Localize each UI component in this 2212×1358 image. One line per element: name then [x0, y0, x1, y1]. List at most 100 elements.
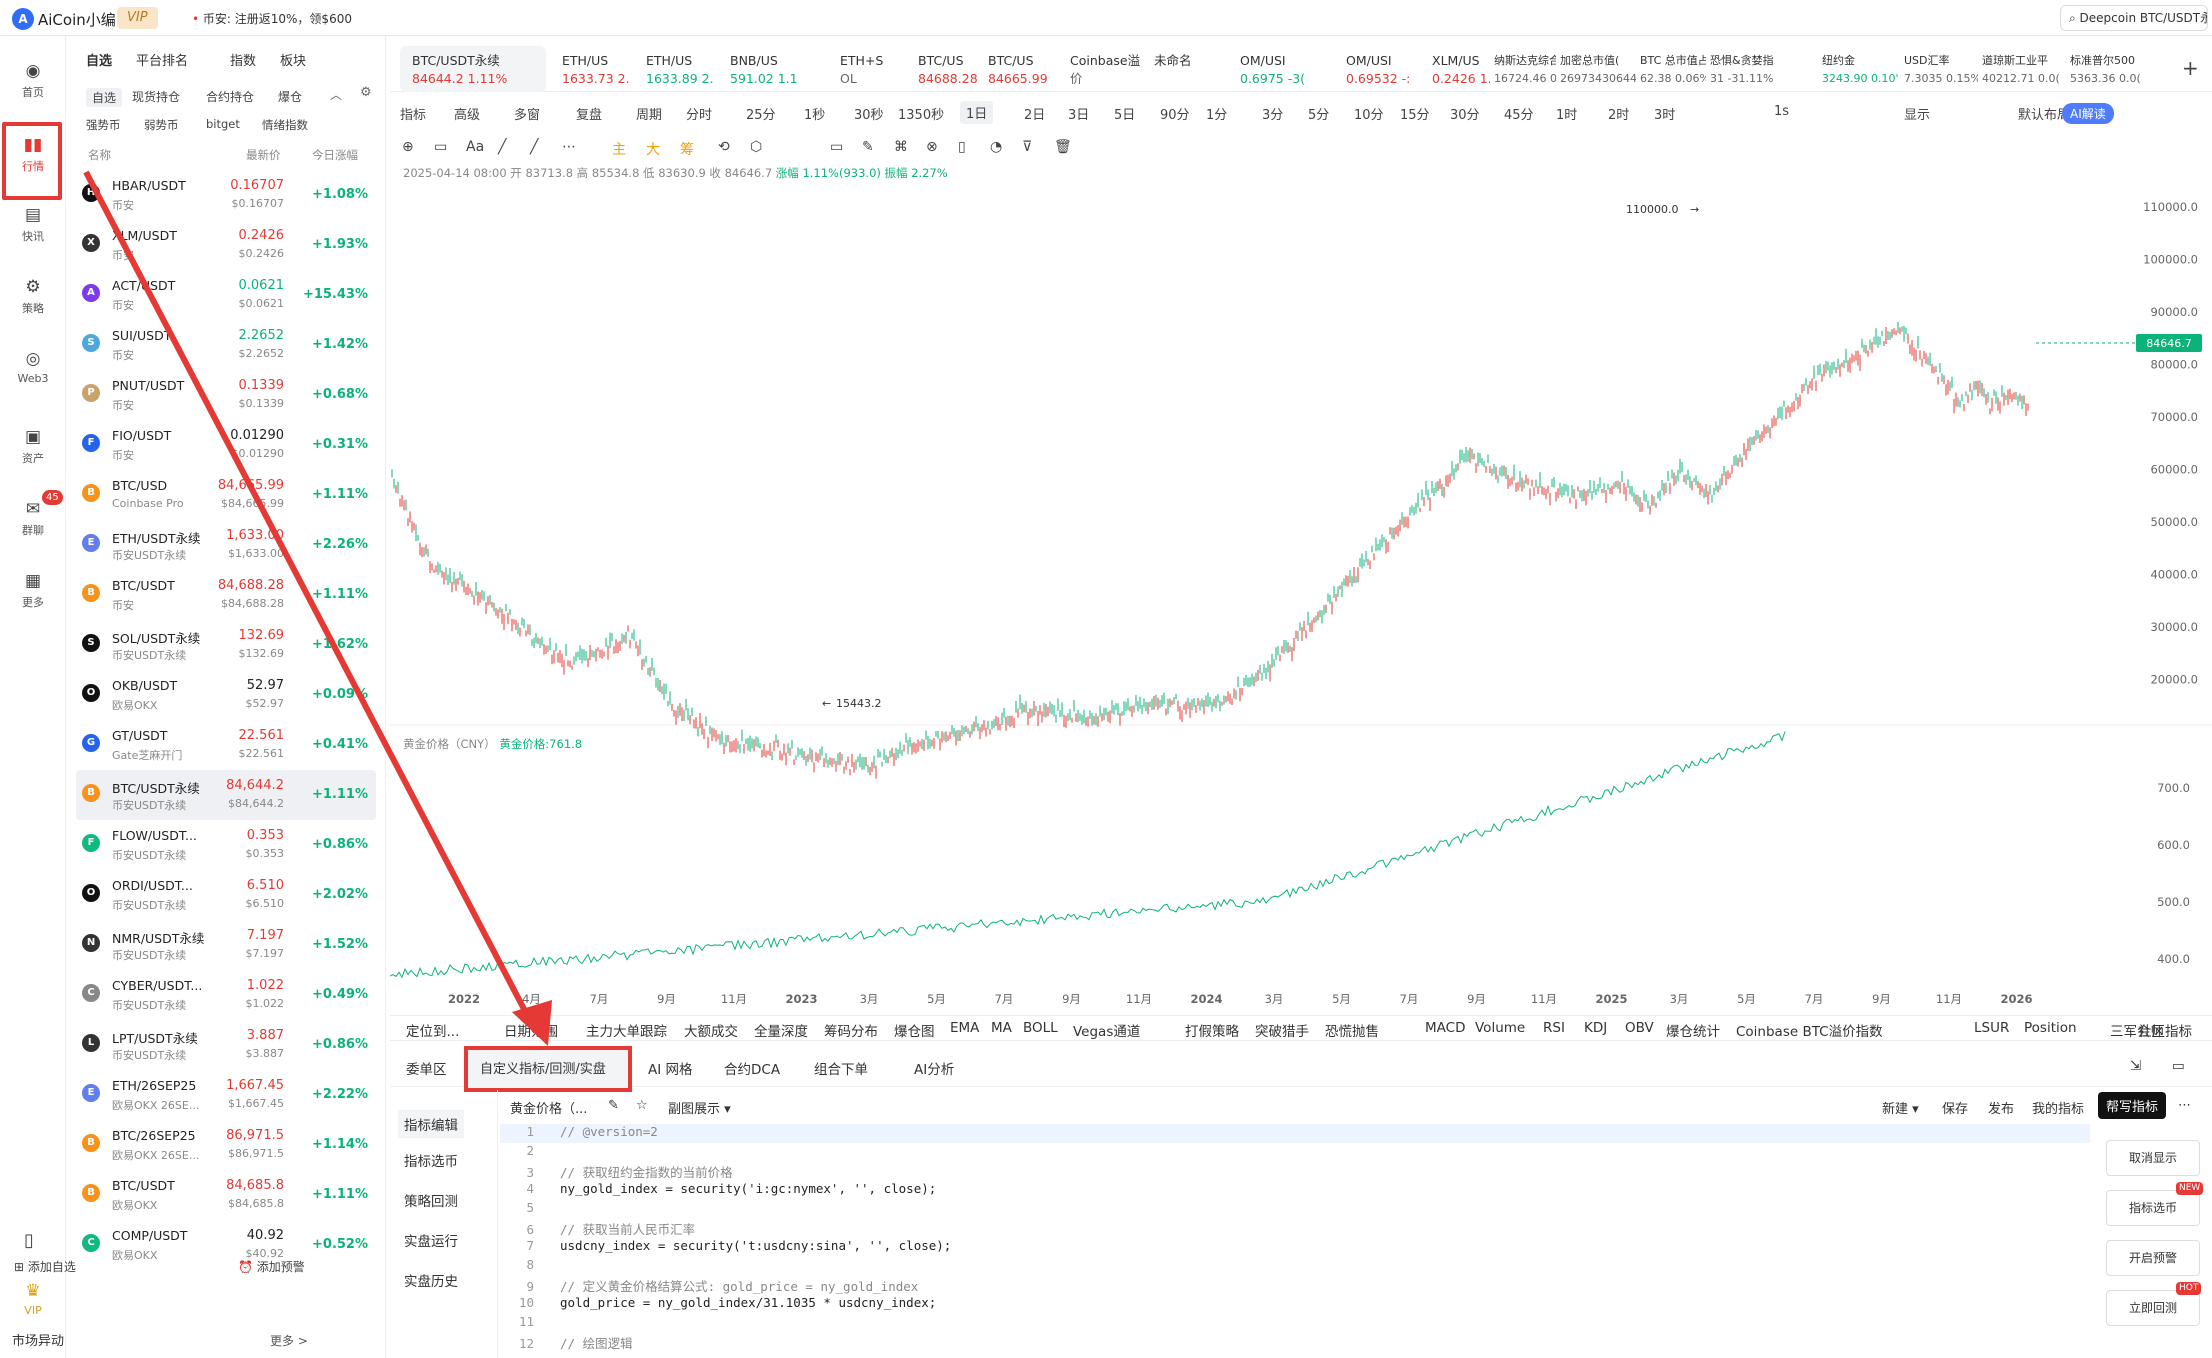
bottom-side-item[interactable]: 指标编辑	[398, 1110, 464, 1138]
filter-icon[interactable]: ⊽	[1022, 139, 1033, 155]
watchlist-row[interactable]: P PNUT/USDT 币安 0.1339 $0.1339 +0.68%	[76, 370, 376, 420]
indicator-tab[interactable]: 主力大单跟踪	[586, 1024, 667, 1040]
watchlist-row[interactable]: G GT/USDT Gate芝麻开门 22.561 $22.561 +0.41%	[76, 720, 376, 770]
ticker-tab[interactable]: 标准普尔500 5363.36 0.0(	[2070, 52, 2160, 88]
watchlist-row[interactable]: C CYBER/USDT... 币安USDT永续 1.022 $1.022 +0.49%	[76, 970, 376, 1020]
toolbar-item[interactable]: 25分	[746, 108, 776, 123]
watchlist-tab[interactable]: 板块	[280, 54, 307, 69]
toolbar-item[interactable]: 1s	[1774, 104, 1790, 119]
toolbar-item[interactable]: 3时	[1654, 108, 1676, 123]
bottom-tab[interactable]: AI 网格	[648, 1062, 693, 1078]
ticker-tab[interactable]: OM/USI 0.69532 -:	[1346, 52, 1426, 88]
add-watchlist-button[interactable]: ⊞ 添加自选	[14, 1260, 76, 1274]
indicator-tab[interactable]: MACD	[1425, 1020, 1466, 1036]
indicator-tab[interactable]: RSI	[1543, 1020, 1565, 1036]
ticker-tab[interactable]: 纽约金 3243.90 0.10'	[1822, 52, 1900, 88]
magnet-icon[interactable]: ⟲	[718, 139, 730, 155]
rail-item-vip[interactable]: ♛ VIP	[0, 1282, 66, 1317]
indicator-tab[interactable]: 大额成交	[684, 1024, 738, 1040]
publish-button[interactable]: 发布	[1988, 1102, 2015, 1117]
ticker-tab[interactable]: Coinbase溢价	[1070, 52, 1146, 88]
watchlist-row[interactable]: B BTC/USDT 币安 84,688.28 $84,688.28 +1.11%	[76, 570, 376, 620]
promo-ticker[interactable]: • 币安: 注册返10%，领$600	[192, 10, 352, 27]
code-editor[interactable]: 1 // @version=2 2 3 // 获取纽约金指数的当前价格 4 ny_gold_…	[500, 1124, 2090, 1358]
indicator-tab[interactable]: 社区指标	[2138, 1024, 2192, 1040]
watchlist-row[interactable]: F FLOW/USDT... 币安USDT永续 0.353 $0.353 +0.86%	[76, 820, 376, 870]
toolbar-item[interactable]: 5日	[1114, 108, 1136, 123]
rail-item-more[interactable]: ▦ 更多	[0, 572, 66, 610]
watchlist-row[interactable]: N NMR/USDT永续 币安USDT永续 7.197 $7.197 +1.52%	[76, 920, 376, 970]
add-alert-button[interactable]: ⏰ 添加预警	[238, 1260, 305, 1274]
collapse-chevron-icon[interactable]: ︿	[330, 88, 343, 102]
side-action-button[interactable]: 立即回测	[2106, 1290, 2200, 1326]
ticker-tab[interactable]: BTC/US 84688.28	[918, 52, 982, 88]
toolbar-item[interactable]: 2时	[1608, 108, 1630, 123]
watchlist-subtab[interactable]: 合约持仓	[206, 90, 255, 104]
toolbar-item[interactable]: 2日	[1024, 108, 1046, 123]
watchlist-column-header[interactable]: 名称	[88, 148, 111, 162]
rail-item-news[interactable]: ▤ 快讯	[0, 206, 66, 244]
toolbar-item[interactable]: 30秒	[854, 108, 884, 123]
ticker-tab[interactable]: 加密总市值(26973430644	[1560, 52, 1636, 88]
watchlist-row[interactable]: E ETH/USDT永续 币安USDT永续 1,633.00 $1,633.00 +2.2…	[76, 520, 376, 570]
line-tool-icon[interactable]: ╱	[498, 139, 507, 155]
watchlist-column-header[interactable]: 今日涨幅	[312, 148, 358, 162]
rail-item-chat[interactable]: ✉ 群聊	[0, 500, 66, 538]
toolbar-item[interactable]: 1秒	[804, 108, 826, 123]
ticker-tab[interactable]: 恐惧&贪婪指 31 -31.11%	[1710, 52, 1816, 88]
more-tools-icon[interactable]: ⋯	[562, 139, 576, 155]
watchlist-row[interactable]: O OKB/USDT 欧易OKX 52.97 $52.97 +0.09%	[76, 670, 376, 720]
toolbar-item[interactable]: 30分	[1450, 108, 1480, 123]
watchlist-tab[interactable]: 自选	[86, 54, 113, 69]
watchlist-row[interactable]: B BTC/26SEP25 欧易OKX 26SE... 86,971.5 $86,971…	[76, 1120, 376, 1170]
indicator-tab[interactable]: LSUR	[1974, 1020, 2010, 1036]
ticker-tab[interactable]: ETH+S OL	[840, 52, 900, 88]
indicator-tab[interactable]: Position	[2024, 1020, 2077, 1036]
bottom-side-item[interactable]: 策略回测	[404, 1194, 458, 1210]
watchlist-subtab[interactable]: 自选	[86, 88, 123, 107]
watchlist-row[interactable]: S SOL/USDT永续 币安USDT永续 132.69 $132.69 +1.62%	[76, 620, 376, 670]
toolbar-item[interactable]: 指标	[400, 108, 427, 123]
bottom-side-item[interactable]: 实盘运行	[404, 1234, 458, 1250]
bottom-tab[interactable]: 委单区	[406, 1062, 447, 1078]
my-indicators-button[interactable]: 我的指标	[2032, 1102, 2085, 1117]
trash-icon[interactable]: 🗑	[1054, 139, 1072, 155]
bottom-tab[interactable]: 组合下单	[814, 1062, 868, 1078]
indicator-tab[interactable]: 爆仓统计	[1666, 1024, 1720, 1040]
watchlist-tab[interactable]: 平台排名	[136, 54, 189, 69]
ticker-tab[interactable]: 未命名	[1154, 52, 1214, 70]
indicator-tab[interactable]: 突破猎手	[1255, 1024, 1309, 1040]
ticker-tab[interactable]: ETH/US 1633.73 2.	[562, 52, 642, 88]
watchlist-row[interactable]: S SUI/USDT 币安 2.2652 $2.2652 +1.42%	[76, 320, 376, 370]
toolbar-item[interactable]: 默认布局	[2018, 108, 2071, 123]
watchlist-filter[interactable]: 情绪指数	[262, 118, 308, 132]
ai-write-indicator-button[interactable]: 帮写指标	[2098, 1092, 2167, 1119]
watchlist-column-header[interactable]: 最新价	[246, 148, 281, 162]
indicator-tab[interactable]: BOLL	[1023, 1020, 1058, 1036]
bottom-tab[interactable]: AI分析	[914, 1062, 955, 1078]
toolbar-item[interactable]: 1350秒	[898, 108, 945, 123]
new-button[interactable]: 新建 ▾	[1882, 1102, 1919, 1117]
crosshair-icon[interactable]: ⊕	[402, 139, 414, 155]
save-button[interactable]: 保存	[1942, 1102, 1969, 1117]
star-icon[interactable]: ☆	[636, 1098, 648, 1113]
bottom-tab[interactable]: 自定义指标/回测/实盘	[480, 1062, 606, 1077]
rail-item-web3[interactable]: ◎ Web3	[0, 350, 66, 385]
settings-gear-icon[interactable]: ⚙	[360, 85, 372, 100]
indicator-tab[interactable]: MA	[991, 1020, 1012, 1036]
indicator-tab[interactable]: 定位到...	[406, 1024, 460, 1040]
bottom-side-item[interactable]: 实盘历史	[404, 1274, 458, 1290]
popout-icon[interactable]: ▭	[2172, 1058, 2185, 1074]
watchlist-row[interactable]: L LPT/USDT永续 币安USDT永续 3.887 $3.887 +0.86%	[76, 1020, 376, 1070]
indicator-tab[interactable]: Volume	[1475, 1020, 1526, 1036]
indicator-tab[interactable]: 爆仓图	[894, 1024, 935, 1040]
toolbar-item[interactable]: 90分	[1160, 108, 1190, 123]
toolbar-item[interactable]: 1时	[1556, 108, 1578, 123]
watchlist-tab[interactable]: 指数	[230, 54, 257, 69]
toolbar-item[interactable]: 周期	[636, 108, 663, 123]
watchlist-subtab[interactable]: 现货持仓	[132, 90, 181, 104]
ticker-tab[interactable]: 道琼斯工业平 40212.71 0.0(	[1982, 52, 2068, 88]
rail-item-home[interactable]: ◉ 首页	[0, 62, 66, 100]
watchlist-row[interactable]: E ETH/26SEP25 欧易OKX 26SE... 1,667.45 $1,667.…	[76, 1070, 376, 1120]
